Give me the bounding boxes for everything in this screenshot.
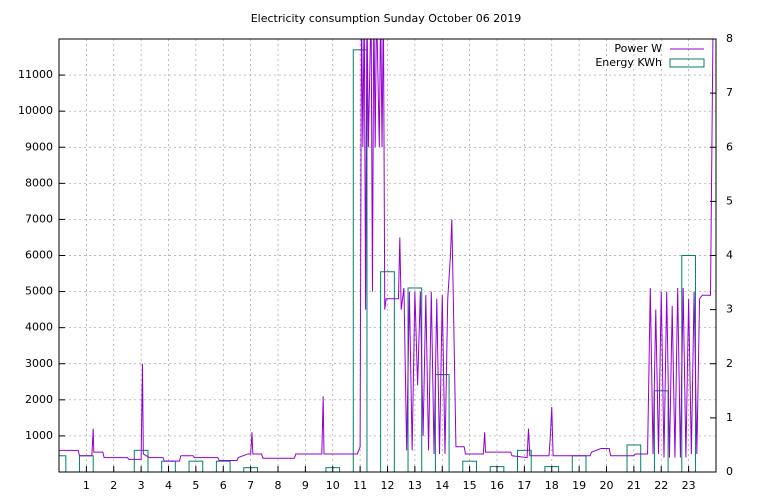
x-tick-label: 7 [247,479,254,492]
y-tick-label: 1000 [25,429,53,442]
y2-tick-label: 7 [726,86,733,99]
x-tick-label: 19 [572,479,586,492]
y-tick-label: 7000 [25,212,53,225]
x-tick-label: 5 [192,479,199,492]
y2-tick-label: 1 [726,411,733,424]
x-tick-label: 23 [682,479,696,492]
energy-bar [626,444,642,472]
x-tick-label: 22 [654,479,668,492]
y2-tick-label: 3 [726,303,733,316]
x-tick-label: 20 [600,479,614,492]
legend-label: Energy KWh [595,56,662,69]
x-tick-label: 11 [353,479,367,492]
x-tick-label: 16 [490,479,504,492]
x-tick-label: 8 [275,479,282,492]
x-tick-label: 4 [165,479,172,492]
y-tick-label: 5000 [25,285,53,298]
energy-bar [434,374,450,472]
y2-tick-label: 2 [726,357,733,370]
y2-tick-label: 5 [726,194,733,207]
x-tick-label: 15 [463,479,477,492]
x-tick-label: 2 [110,479,117,492]
x-tick-label: 9 [302,479,309,492]
y-tick-label: 4000 [25,321,53,334]
x-tick-label: 12 [381,479,395,492]
x-tick-label: 13 [408,479,422,492]
energy-bar [653,390,669,472]
y-tick-label: 8000 [25,176,53,189]
x-tick-label: 3 [138,479,145,492]
y-tick-label: 9000 [25,140,53,153]
y-tick-label: 11000 [18,68,53,81]
y2-tick-label: 6 [726,140,733,153]
x-tick-label: 18 [545,479,559,492]
y2-tick-label: 0 [726,465,733,478]
y2-tick-label: 4 [726,249,733,262]
y-tick-label: 10000 [18,104,53,117]
power-line [59,39,714,462]
chart-title: Electricity consumption Sunday October 0… [251,12,522,25]
y-tick-label: 3000 [25,357,53,370]
energy-bar [59,455,67,472]
y-tick-label: 2000 [25,393,53,406]
legend-swatch [669,58,705,68]
x-tick-label: 14 [435,479,449,492]
y-tick-label: 6000 [25,249,53,262]
energy-bar [517,449,532,472]
x-tick-label: 17 [517,479,531,492]
x-tick-label: 6 [220,479,227,492]
x-tick-label: 21 [627,479,641,492]
legend-label: Power W [614,42,662,55]
x-tick-label: 10 [326,479,340,492]
y2-tick-label: 8 [726,32,733,45]
x-tick-label: 1 [83,479,90,492]
energy-bar [380,271,395,472]
